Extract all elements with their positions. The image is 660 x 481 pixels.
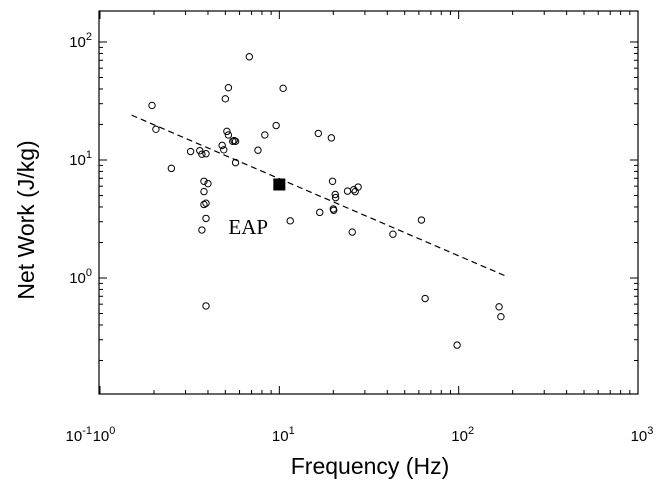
- data-point: [389, 230, 397, 238]
- data-point: [200, 200, 208, 209]
- data-point: [231, 137, 240, 146]
- data-point: [148, 101, 156, 110]
- eap-point: [273, 178, 286, 191]
- data-point: [202, 199, 210, 207]
- data-point: [331, 190, 339, 199]
- data-point: [218, 141, 226, 150]
- fit-line-layer: [131, 114, 505, 277]
- data-point: [202, 302, 210, 310]
- data-point: [279, 84, 287, 93]
- data-point: [221, 95, 230, 103]
- data-point: [204, 179, 212, 188]
- data-point: [354, 183, 362, 191]
- data-point: [497, 312, 505, 321]
- data-point: [167, 164, 176, 173]
- data-point: [495, 303, 503, 311]
- x-tick-label: 101: [272, 425, 295, 445]
- data-point: [343, 187, 352, 195]
- x-tick-label: 100: [93, 425, 116, 445]
- data-point: [330, 206, 338, 214]
- data-point: [186, 147, 195, 156]
- data-point: [254, 146, 262, 154]
- data-point: [453, 341, 461, 349]
- x-tick-label: 102: [451, 425, 474, 445]
- data-point: [200, 177, 208, 185]
- data-point: [152, 125, 160, 134]
- data-point: [200, 187, 208, 196]
- data-point: [245, 53, 253, 61]
- data-point: [331, 193, 340, 202]
- y-tick-label: 100: [69, 267, 92, 287]
- y-tick-label: 10-1: [66, 425, 92, 445]
- data-point: [286, 217, 294, 225]
- data-point: [202, 150, 210, 158]
- x-axis-title: Frequency (Hz): [291, 453, 449, 479]
- plot-frame: [98, 10, 639, 395]
- data-point: [223, 127, 231, 136]
- tick-marks: [99, 11, 638, 394]
- data-point: [421, 294, 429, 303]
- data-point: [314, 129, 323, 138]
- data-point: [220, 146, 228, 154]
- data-point: [202, 214, 210, 223]
- data-point: [316, 208, 324, 217]
- x-tick-label: 103: [631, 425, 654, 445]
- data-point: [328, 177, 337, 185]
- data-point: [417, 216, 426, 224]
- data-point: [198, 150, 206, 158]
- data-point: [272, 121, 280, 130]
- y-axis-title: Net Work (J/kg): [13, 140, 39, 299]
- annotation-eap: EAP: [228, 215, 268, 239]
- y-tick-label: 102: [69, 31, 92, 51]
- data-point: [231, 158, 240, 167]
- data-point: [348, 228, 356, 236]
- fit-line: [131, 114, 505, 277]
- data-point: [224, 83, 233, 92]
- data-point: [327, 134, 336, 142]
- data-point: [198, 226, 206, 234]
- data-points: [148, 53, 505, 349]
- y-tick-label: 101: [69, 149, 92, 169]
- data-point: [261, 131, 269, 139]
- data-point: [224, 131, 233, 139]
